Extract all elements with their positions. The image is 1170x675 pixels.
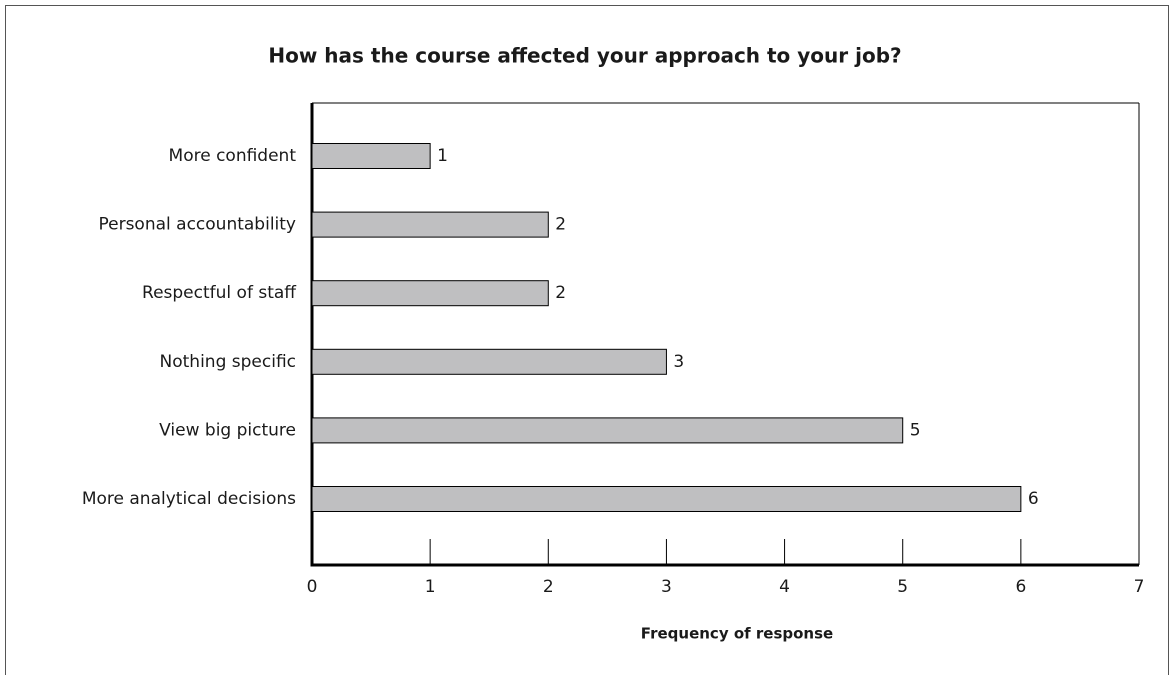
bar	[311, 280, 549, 307]
value-label: 1	[437, 146, 448, 166]
value-label: 5	[910, 420, 921, 440]
x-tick-label: 6	[1015, 577, 1026, 597]
bar	[311, 417, 904, 444]
y-tick-label: More analytical decisions	[82, 489, 296, 509]
bar	[311, 348, 667, 375]
y-tick-label: View big picture	[159, 420, 296, 440]
y-tick-label: Respectful of staff	[142, 283, 297, 303]
value-label: 3	[673, 352, 684, 372]
x-tick-label: 4	[779, 577, 790, 597]
frame	[5, 5, 1169, 675]
chart-title: How has the course affected your approac…	[268, 44, 901, 68]
x-tick-label: 7	[1134, 577, 1145, 597]
value-label: 2	[555, 215, 566, 235]
bar	[311, 486, 1022, 512]
x-tick-label: 5	[897, 577, 908, 597]
y-tick-label: Personal accountability	[98, 215, 296, 235]
x-axis-label: Frequency of response	[641, 625, 833, 643]
value-label: 6	[1028, 489, 1039, 509]
x-tick-label: 1	[425, 577, 436, 597]
x-tick-label: 0	[307, 577, 318, 597]
bar	[311, 211, 549, 238]
y-tick-label: Nothing specific	[160, 352, 296, 372]
x-tick-label: 2	[543, 577, 554, 597]
x-tick-label: 3	[661, 577, 672, 597]
y-tick-label: More confident	[169, 146, 297, 166]
bar	[311, 143, 431, 169]
value-label: 2	[555, 283, 566, 303]
